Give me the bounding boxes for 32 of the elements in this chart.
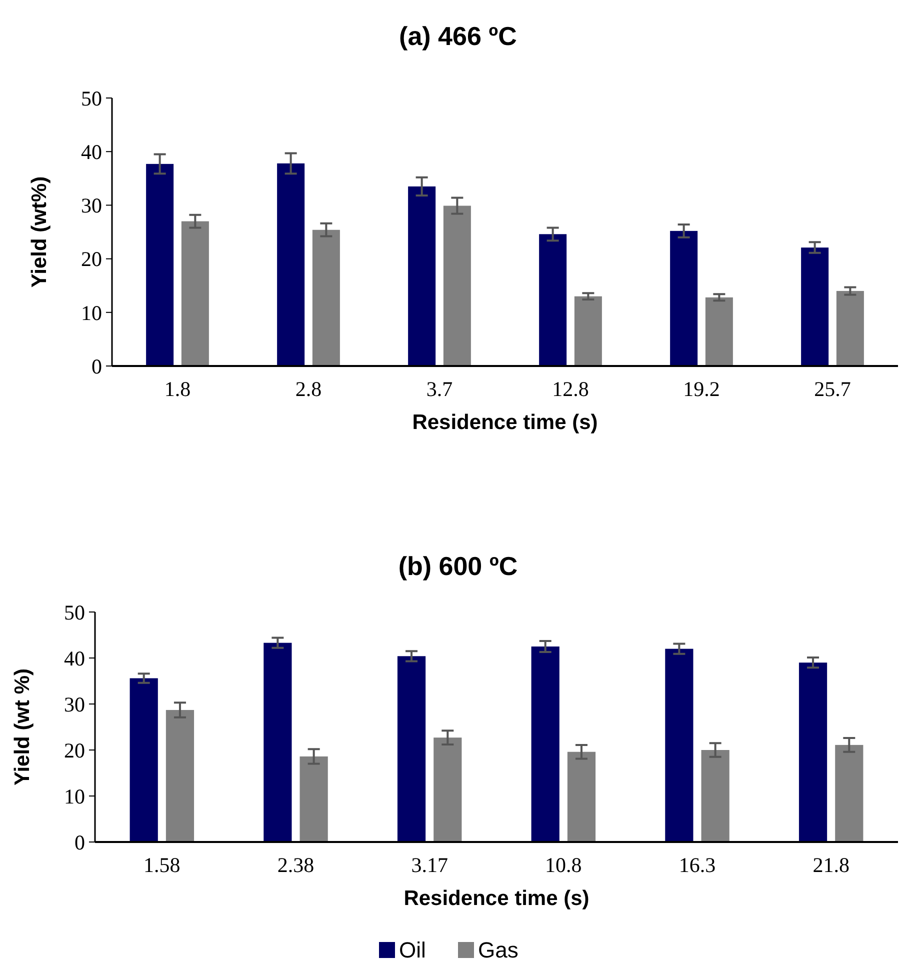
y-tick-label: 10 [64,784,85,808]
y-tick-label: 20 [81,247,102,272]
x-tick-label: 3.17 [411,853,448,877]
y-tick-label: 40 [64,646,85,670]
y-tick-label: 40 [81,140,102,164]
y-tick-label: 50 [64,600,85,624]
y-tick-label: 50 [81,86,102,110]
x-tick-label: 12.8 [552,377,589,401]
x-tick-label: 3.7 [426,377,453,401]
x-tick-label: 19.2 [683,377,720,401]
y-tick-label: 30 [64,692,85,716]
y-axis-title: Yield (wt %) [11,668,34,786]
x-axis-title: Residence time (s) [404,887,590,910]
x-tick-label: 1.8 [164,377,191,401]
legend-label: Oil [399,938,426,963]
chart-title: (a) 466 ºC [399,21,518,51]
y-tick-label: 20 [64,738,85,762]
legend-label: Gas [478,938,518,963]
y-tick-label: 10 [81,300,102,325]
x-tick-label: 21.8 [812,853,850,877]
y-tick-label: 0 [92,354,102,378]
x-axis-title: Residence time (s) [412,411,598,434]
y-axis-title: Yield (wt%) [28,176,51,288]
chart-title: (b) 600 ºC [398,551,518,581]
x-tick-label: 10.8 [545,853,582,877]
x-tick-label: 16.3 [678,853,716,877]
x-tick-label: 1.58 [144,853,180,877]
x-tick-label: 25.7 [814,377,851,401]
x-tick-label: 2.38 [277,853,314,877]
x-tick-label: 2.8 [295,377,322,401]
y-tick-label: 30 [81,194,102,218]
y-tick-label: 0 [74,830,85,854]
